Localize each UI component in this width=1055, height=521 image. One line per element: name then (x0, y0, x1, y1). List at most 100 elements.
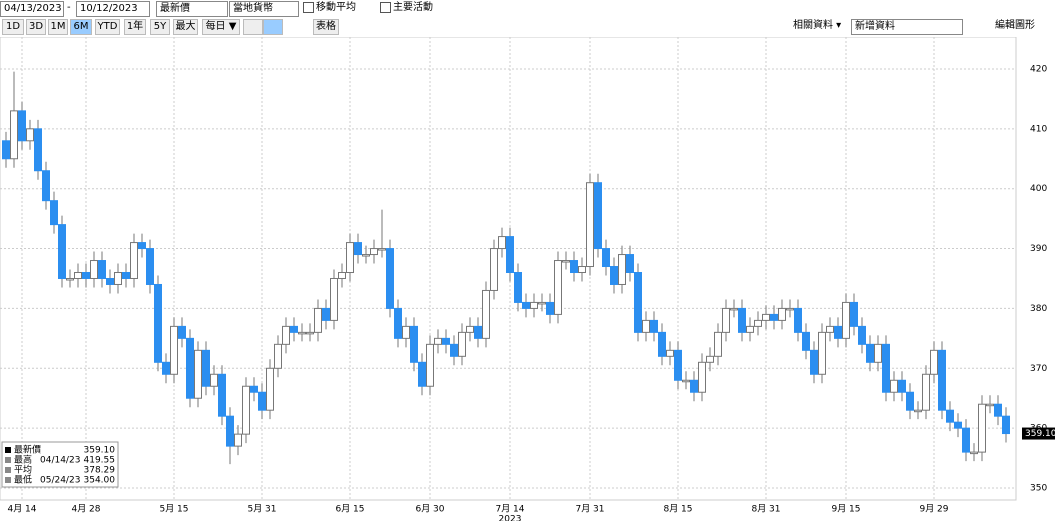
candle-body (930, 349, 938, 375)
y-tick-label: 350 (1030, 484, 1047, 494)
candle-body (650, 319, 658, 333)
candle-body (738, 307, 746, 333)
candle-body (786, 307, 794, 311)
candle-body (882, 343, 890, 393)
candle-body (2, 140, 10, 160)
legend-date: 04/14/23 (40, 456, 80, 466)
candle-body (162, 361, 170, 375)
range-button[interactable]: YTD (95, 19, 120, 35)
candle-body (386, 248, 394, 309)
legend-value: 419.55 (84, 456, 116, 466)
candle-body (354, 242, 362, 256)
candle-body (18, 110, 26, 142)
x-tick-label: 8月 15 (663, 504, 692, 515)
candle-body (954, 421, 962, 429)
candle-body (618, 254, 626, 285)
related-button[interactable]: 相關資料 ▾ (793, 20, 842, 31)
candle-body (58, 224, 66, 279)
candle-body (346, 242, 354, 274)
candle-body (714, 331, 722, 357)
candle-body (602, 248, 610, 268)
range-button[interactable]: 1年 (124, 19, 146, 35)
candle-body (330, 277, 338, 321)
candle-body (274, 343, 282, 369)
candle-body (490, 248, 498, 291)
candle-body (298, 331, 306, 335)
legend-date: 05/24/23 (40, 476, 80, 486)
range-button[interactable]: 5Y (150, 19, 170, 35)
candle-body (906, 391, 914, 411)
candle-body (314, 307, 322, 333)
y-tick-label: 420 (1030, 64, 1047, 74)
candle-body (282, 325, 290, 345)
candle-body (770, 313, 778, 321)
candle-body (570, 260, 578, 274)
currency[interactable]: 當地貨幣 (229, 1, 299, 17)
blank-button[interactable] (263, 19, 283, 35)
candle-body (474, 325, 482, 339)
range-button[interactable]: 1D (2, 19, 24, 35)
x-tick-label: 9月 29 (919, 504, 948, 515)
candle-body (522, 301, 530, 309)
candle-body (978, 403, 986, 453)
range-button[interactable]: 最大 (173, 19, 198, 35)
legend-label: 平均 (14, 464, 32, 476)
candle-body (442, 337, 450, 345)
price-field[interactable]: 最新價 (156, 1, 228, 17)
end-date[interactable]: 10/12/2023 (76, 1, 150, 17)
candle-body (138, 242, 146, 250)
candle-body (154, 283, 162, 363)
frequency[interactable]: 每日 ▼ (202, 19, 240, 35)
add-data[interactable]: 新增資料 (851, 19, 963, 35)
x-tick-label: 4月 14 (7, 504, 36, 515)
candle-body (754, 319, 762, 327)
candle-body (658, 331, 666, 357)
candle-body (634, 272, 642, 333)
table-button[interactable]: 表格 (313, 19, 339, 35)
x-tick-label: 7月 14 (495, 504, 524, 515)
candle-body (538, 301, 546, 305)
checkbox[interactable] (303, 2, 314, 13)
legend-icon (5, 447, 11, 453)
y-tick-label: 380 (1030, 304, 1047, 314)
start-date[interactable]: 04/13/2023 (0, 1, 64, 17)
range-button[interactable]: 6M (70, 19, 92, 35)
candle-body (834, 325, 842, 339)
edit-chart[interactable]: 編輯圖形 (995, 20, 1035, 31)
range-button[interactable]: 1M (48, 19, 68, 35)
candle-body (26, 128, 34, 142)
key-events[interactable]: 主要活動 (393, 2, 433, 13)
candle-body (730, 307, 738, 311)
legend-value: 354.00 (84, 476, 116, 486)
candle-body (322, 307, 330, 321)
legend-label: 最低 (14, 474, 32, 486)
candle-body (826, 325, 834, 333)
y-tick-label: 400 (1030, 184, 1047, 194)
candle-body (546, 301, 554, 315)
candle-body (106, 277, 114, 285)
candle-body (82, 272, 90, 279)
candle-body (122, 272, 130, 279)
x-tick-label: 5月 31 (247, 504, 276, 515)
range-button[interactable]: 3D (26, 19, 46, 35)
candle-body (98, 260, 106, 279)
candle-body (722, 307, 730, 333)
checkbox[interactable] (380, 2, 391, 13)
candle-body (946, 409, 954, 423)
candle-body (922, 373, 930, 411)
candle-body (306, 331, 314, 335)
candle-body (266, 367, 274, 411)
candle-body (482, 289, 490, 339)
candle-body (50, 200, 58, 226)
blank-button[interactable] (243, 19, 263, 35)
candle-body (610, 266, 618, 285)
candle-body (418, 361, 426, 387)
candle-body (194, 349, 202, 399)
moving-average[interactable]: 移動平均 (316, 2, 356, 13)
candle-body (466, 325, 474, 333)
candle-body (530, 301, 538, 309)
candle-body (874, 343, 882, 363)
candle-body (818, 331, 826, 375)
candle-body (514, 272, 522, 303)
